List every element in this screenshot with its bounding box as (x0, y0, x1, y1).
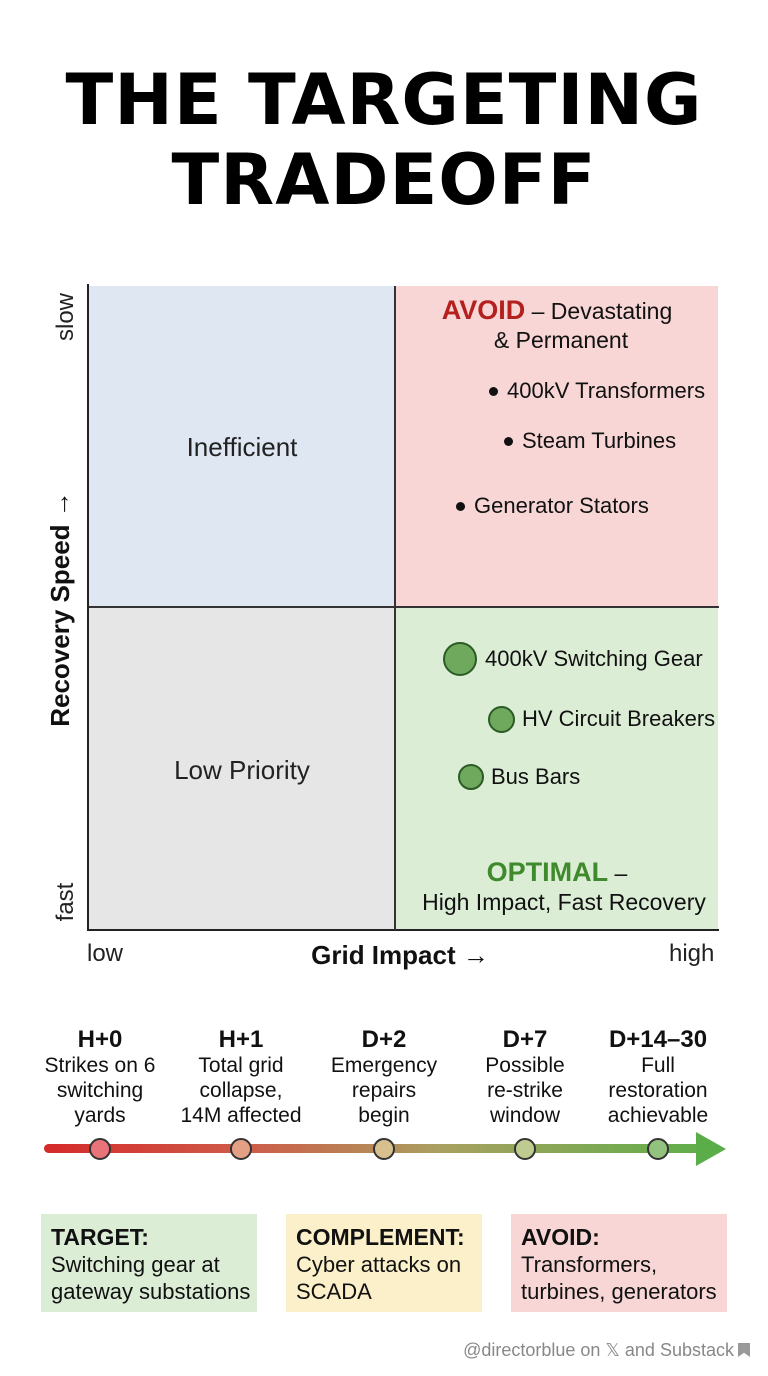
timeline-time: D+7 (502, 1026, 548, 1053)
timeline-line: re-strike (487, 1079, 563, 1102)
quadrant-top-right (396, 286, 718, 607)
avoid-text-1: – Devastating (525, 298, 673, 324)
optimal-item-switching-gear: 400kV Switching Gear (485, 646, 703, 671)
target-marker-icon (488, 706, 515, 733)
timeline-line: switching (56, 1079, 144, 1102)
quadrant-low-priority-label: Low Priority (174, 755, 310, 785)
timeline-marker-icon (89, 1138, 111, 1160)
x-axis-right-label: high (669, 940, 715, 967)
timeline-line: yards (74, 1104, 126, 1127)
timeline-line: restoration (608, 1079, 708, 1102)
avoid-item-stators: Generator Stators (474, 493, 649, 518)
quadrant-bottom-left (89, 608, 395, 930)
optimal-tag-suffix: – (608, 860, 628, 886)
avoid-box-line: Transformers, (521, 1252, 658, 1277)
bullet-icon (504, 437, 513, 446)
avoid-box-heading: AVOID: (521, 1224, 600, 1250)
target-marker-icon (458, 764, 484, 790)
timeline-line: Strikes on 6 (44, 1054, 156, 1077)
bookmark-icon (738, 1343, 750, 1357)
timeline-line: begin (358, 1104, 410, 1127)
timeline-line: Total grid (198, 1054, 284, 1077)
timeline-line: repairs (351, 1079, 417, 1102)
footer-credit-text: @directorblue on 𝕏 and Substack (463, 1340, 734, 1360)
target-marker-icon (443, 642, 477, 676)
complement-box-line: Cyber attacks on (296, 1252, 462, 1277)
optimal-text: High Impact, Fast Recovery (422, 889, 706, 915)
x-axis-line (87, 929, 719, 931)
footer-credit: @directorblue on 𝕏 and Substack (400, 1340, 734, 1361)
y-axis-bottom-label: fast (52, 882, 79, 922)
timeline-time: D+14–30 (608, 1026, 708, 1053)
y-axis-title: Recovery Speed → (45, 491, 75, 727)
timeline-line: 14M affected (180, 1104, 302, 1127)
target-box-line: gateway substations (51, 1279, 251, 1304)
quadrant-inefficient-label: Inefficient (186, 432, 298, 462)
timeline-time: D+2 (361, 1026, 407, 1053)
timeline-step-d7: D+7 Possible re-strike window (450, 1026, 600, 1128)
timeline-line: Full (641, 1054, 675, 1077)
vertical-divider (394, 286, 396, 930)
horizontal-divider (89, 606, 719, 608)
timeline-line: collapse, (199, 1079, 283, 1102)
timeline-marker-icon (230, 1138, 252, 1160)
x-axis-left-label: low (87, 940, 124, 967)
avoid-box: AVOID: Transformers, turbines, generator… (511, 1214, 727, 1312)
complement-box: COMPLEMENT: Cyber attacks on SCADA (286, 1214, 482, 1312)
bullet-icon (456, 502, 465, 511)
avoid-item-turbines: Steam Turbines (522, 428, 677, 453)
optimal-heading: OPTIMAL – (396, 858, 718, 887)
target-box-line: Switching gear at (51, 1252, 220, 1277)
timeline-time: H+0 (77, 1026, 123, 1053)
timeline-marker-icon (514, 1138, 536, 1160)
optimal-item-bus-bars: Bus Bars (491, 764, 581, 789)
timeline-line: Emergency (330, 1054, 438, 1077)
bullet-icon (489, 387, 498, 396)
complement-box-heading: COMPLEMENT: (296, 1224, 465, 1250)
timeline-step-d14: D+14–30 Full restoration achievable (583, 1026, 733, 1128)
avoid-item-transformers: 400kV Transformers (507, 378, 706, 403)
y-axis-line (87, 284, 89, 931)
timeline-time: H+1 (218, 1026, 264, 1053)
title-line-2: TRADEOFF (171, 139, 597, 221)
title-line-1: THE TARGETING (65, 59, 703, 141)
timeline-marker-icon (373, 1138, 395, 1160)
avoid-heading: AVOID – Devastating (396, 296, 718, 325)
timeline-arrow-head-icon (696, 1132, 726, 1166)
timeline-marker-icon (647, 1138, 669, 1160)
x-axis-title: Grid Impact → (311, 940, 489, 970)
timeline-step-h1: H+1 Total grid collapse, 14M affected (166, 1026, 316, 1128)
avoid-text-2: & Permanent (493, 327, 629, 353)
avoid-box-line: turbines, generators (521, 1279, 717, 1304)
timeline-line: Possible (485, 1054, 565, 1077)
optimal-tag: OPTIMAL (486, 857, 609, 887)
quadrant-top-left (89, 286, 395, 607)
y-axis-top-label: slow (52, 293, 79, 342)
target-box: TARGET: Switching gear at gateway substa… (41, 1214, 257, 1312)
timeline-step-h0: H+0 Strikes on 6 switching yards (25, 1026, 175, 1128)
timeline-line: window (489, 1104, 561, 1127)
complement-box-line: SCADA (296, 1279, 372, 1304)
timeline-step-d2: D+2 Emergency repairs begin (309, 1026, 459, 1128)
target-box-heading: TARGET: (51, 1224, 149, 1250)
optimal-item-circuit-breakers: HV Circuit Breakers (522, 706, 716, 731)
timeline-line: achievable (607, 1104, 709, 1127)
avoid-tag: AVOID (441, 295, 526, 325)
